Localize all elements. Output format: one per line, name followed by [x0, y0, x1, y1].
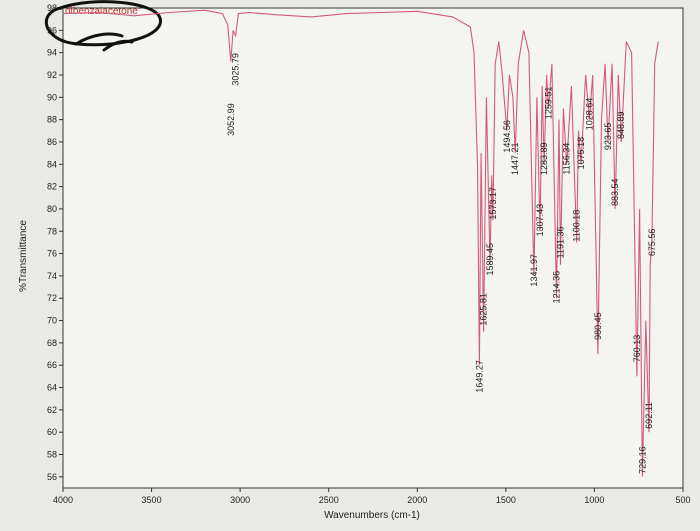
y-tick-label: 66: [47, 360, 57, 370]
peak-label: 883.54: [610, 178, 620, 206]
peak-label: 1307.43: [535, 204, 545, 237]
y-axis-title: %Transmittance: [18, 220, 29, 292]
x-tick-label: 3000: [230, 495, 250, 505]
y-tick-label: 70: [47, 316, 57, 326]
y-tick-label: 64: [47, 383, 57, 393]
peak-label: 1283.89: [539, 142, 549, 175]
y-tick-label: 78: [47, 226, 57, 236]
y-tick-label: 62: [47, 405, 57, 415]
peak-label: 760.13: [632, 335, 642, 363]
peak-label: 1028.64: [584, 98, 594, 131]
peak-label: 1447.21: [510, 142, 520, 175]
y-tick-label: 82: [47, 182, 57, 192]
y-tick-label: 72: [47, 293, 57, 303]
y-tick-label: 68: [47, 338, 57, 348]
chart-frame: [62, 7, 684, 489]
y-tick-label: 76: [47, 249, 57, 259]
y-tick-label: 60: [47, 427, 57, 437]
peak-labels: 3052.99 3025.79 1649.27 1625.81 1589.45 1573.…: [226, 53, 657, 474]
x-tick-label: 2000: [407, 495, 427, 505]
x-axis-title: Wavenumbers (cm-1): [324, 510, 420, 521]
x-tick-label: 3500: [142, 495, 162, 505]
y-tick-label: 96: [47, 25, 57, 35]
annotation-circle: [45, 0, 162, 47]
y-axis-ticks: 56 58 60 62 64 66 68 70 72 74 76 78 80 82 84 86 88 90 92 94…: [47, 3, 63, 482]
peak-label: 729.16: [637, 446, 647, 474]
sample-name-label: dibenzalacetone: [65, 6, 138, 17]
peak-label: 1494.56: [502, 120, 512, 153]
x-tick-label: 4000: [53, 495, 73, 505]
annotation-squiggle: [74, 32, 134, 52]
peak-label: 1589.45: [485, 243, 495, 276]
peak-label: 675.56: [647, 229, 657, 257]
peak-label: 1625.81: [479, 293, 489, 326]
y-tick-label: 80: [47, 204, 57, 214]
y-tick-label: 94: [47, 48, 57, 58]
y-tick-label: 56: [47, 472, 57, 482]
y-tick-label: 90: [47, 92, 57, 102]
peak-label: 1341.97: [529, 254, 539, 287]
peak-label: 848.89: [616, 111, 626, 139]
x-axis-ticks: 4000 3500 3000 2500 2000 1500 1000 500: [53, 488, 691, 505]
peak-label: 1259.51: [544, 87, 554, 120]
peak-label: 1191.36: [556, 226, 566, 258]
peak-label: 1075.18: [576, 137, 586, 170]
y-tick-label: 58: [47, 450, 57, 460]
peak-label: 3025.79: [231, 53, 241, 86]
peak-label: 1100.18: [572, 210, 582, 242]
y-tick-label: 92: [47, 70, 57, 80]
y-tick-label: 74: [47, 271, 57, 281]
y-tick-label: 98: [47, 3, 57, 13]
peak-label: 1156.34: [562, 143, 572, 175]
peak-label: 980.45: [593, 312, 603, 340]
x-tick-label: 1500: [496, 495, 516, 505]
y-tick-label: 88: [47, 115, 57, 125]
spectrum-series: [62, 9, 659, 477]
peak-label: 3052.99: [226, 103, 236, 136]
spectrum-line: [62, 9, 659, 477]
peak-label: 1649.27: [474, 360, 484, 393]
peak-label: 692.11: [644, 402, 654, 429]
x-tick-label: 500: [675, 495, 690, 505]
peak-label: 923.65: [603, 123, 613, 151]
y-tick-label: 86: [47, 137, 57, 147]
x-tick-label: 2500: [319, 495, 339, 505]
peak-label: 1573.17: [488, 187, 498, 220]
y-tick-label: 84: [47, 159, 57, 169]
peak-label: 1214.36: [552, 271, 562, 304]
x-tick-label: 1000: [584, 495, 604, 505]
